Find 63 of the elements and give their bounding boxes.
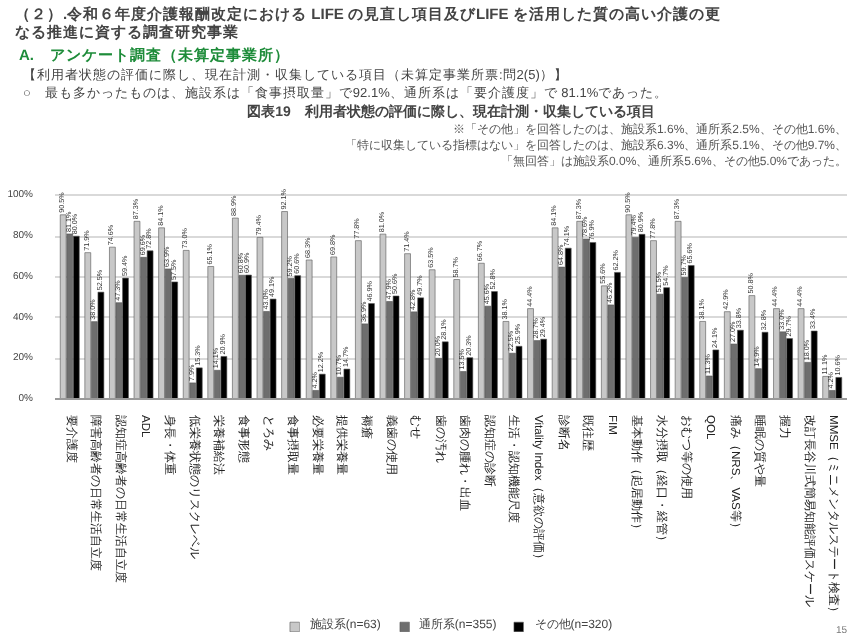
bar (355, 240, 362, 399)
bar (687, 265, 695, 399)
bar (122, 277, 129, 399)
bar (330, 256, 338, 399)
bar (589, 242, 597, 399)
bar (663, 287, 670, 399)
bar (515, 345, 523, 399)
bar (724, 311, 731, 399)
bar (540, 338, 547, 399)
bar (97, 291, 105, 399)
bar (601, 285, 608, 399)
bar (551, 227, 559, 399)
bar (392, 295, 400, 399)
bar (146, 250, 154, 399)
bar (625, 214, 633, 399)
bar (73, 235, 80, 399)
bar (428, 269, 436, 399)
bar (712, 349, 720, 399)
bar (182, 250, 190, 399)
bar (699, 321, 706, 399)
bar (220, 356, 228, 399)
bar (773, 308, 780, 399)
bar (294, 275, 301, 399)
bar (564, 247, 572, 399)
bar (158, 227, 165, 399)
bar (379, 233, 387, 399)
bar (442, 341, 449, 399)
bar (810, 330, 818, 399)
bar (84, 252, 92, 399)
bar (196, 367, 203, 399)
bar (748, 295, 756, 399)
bar (368, 303, 375, 399)
bar (614, 272, 621, 399)
bar (133, 221, 141, 399)
bar (502, 321, 510, 399)
bar (650, 240, 657, 399)
bar (478, 262, 485, 399)
bar (281, 211, 288, 399)
bar (207, 266, 215, 399)
bar (822, 376, 829, 399)
bar (674, 221, 682, 399)
bar (232, 217, 239, 399)
bar (737, 329, 744, 399)
bar (786, 338, 793, 399)
bar (305, 259, 313, 399)
bar (269, 298, 277, 399)
bar (761, 331, 769, 399)
bar (527, 308, 534, 399)
bar (491, 291, 498, 399)
bar (343, 368, 351, 399)
bar (256, 237, 264, 399)
bar (638, 234, 646, 399)
bar (59, 214, 67, 399)
bar (797, 308, 805, 399)
bar (245, 274, 252, 399)
bar (404, 253, 411, 399)
bar (417, 297, 424, 399)
bar (466, 357, 474, 399)
bar (835, 377, 843, 399)
bar (319, 373, 326, 399)
bar (109, 246, 116, 399)
bar (576, 221, 583, 399)
bar (453, 279, 460, 399)
